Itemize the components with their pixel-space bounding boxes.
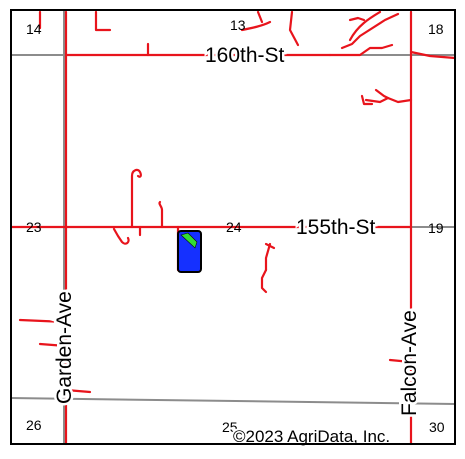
tile-line (409, 50, 457, 60)
tile-line (288, 10, 300, 47)
section-line-south (9, 397, 456, 405)
road-label-155th-st: 155th-St (296, 216, 376, 239)
tile-line (374, 88, 390, 100)
section-number-30: 30 (429, 419, 445, 435)
field-boundary[interactable] (177, 230, 202, 273)
copyright-notice: ©2023 AgriData, Inc. (233, 427, 390, 446)
tile-line (264, 242, 276, 250)
tile-line (18, 318, 68, 324)
tile-line (94, 10, 112, 32)
tile-line (130, 168, 142, 229)
section-number-14: 14 (26, 21, 42, 37)
map-border (10, 9, 456, 445)
tile-line (112, 227, 130, 245)
road-label-garden-ave: Garden-Ave (53, 291, 76, 404)
tile-line (64, 388, 92, 394)
tile-line (256, 10, 264, 24)
tile-line (328, 43, 394, 57)
section-numbers: 14 13 18 23 24 19 26 25 30 (26, 17, 445, 435)
tile-line (340, 12, 400, 50)
road-labels: 160th-St 155th-St Garden-Ave Falcon-Ave (51, 42, 424, 419)
section-number-19: 19 (428, 220, 444, 236)
tile-line (348, 10, 382, 42)
tile-line (360, 94, 374, 106)
tile-line (260, 268, 268, 294)
section-number-18: 18 (428, 21, 444, 37)
section-number-24: 24 (226, 219, 242, 235)
section-number-13: 13 (230, 17, 246, 33)
tile-line (264, 242, 272, 272)
section-number-26: 26 (26, 417, 42, 433)
tile-line (348, 16, 366, 22)
tile-line (240, 20, 272, 32)
road-label-160th-st: 160th-St (205, 44, 285, 67)
tile-line (38, 342, 68, 348)
field-highlight-region (180, 232, 198, 249)
section-number-25: 25 (222, 419, 238, 435)
tile-line (388, 358, 413, 364)
tile-line (158, 200, 164, 229)
section-number-23: 23 (26, 219, 42, 235)
road-label-falcon-ave: Falcon-Ave (398, 310, 421, 416)
